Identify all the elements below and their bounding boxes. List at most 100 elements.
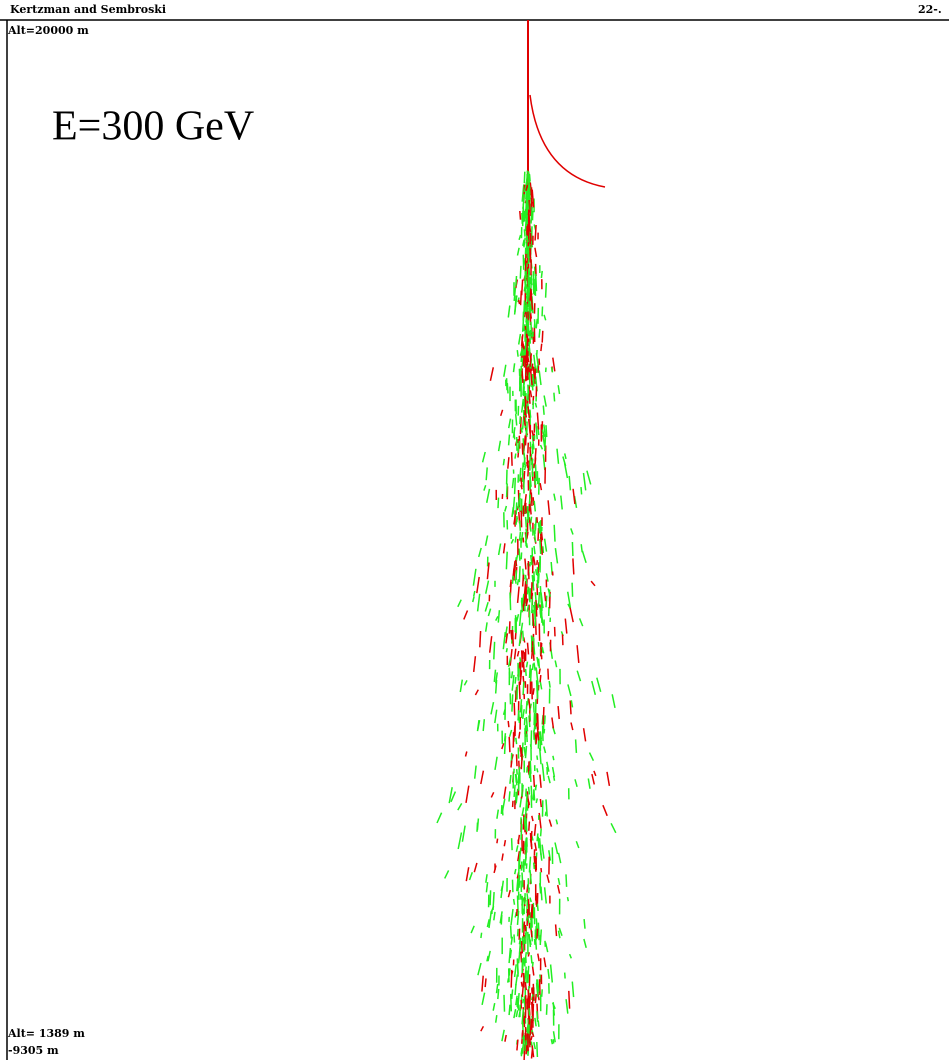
track bbox=[517, 333, 522, 345]
track bbox=[535, 318, 538, 329]
track bbox=[521, 872, 524, 888]
track bbox=[519, 657, 522, 663]
track bbox=[515, 275, 518, 287]
track bbox=[524, 558, 527, 570]
track bbox=[521, 630, 525, 641]
track bbox=[532, 688, 535, 695]
track bbox=[505, 633, 509, 644]
track bbox=[493, 669, 497, 682]
track bbox=[515, 517, 519, 526]
track bbox=[502, 458, 506, 466]
track bbox=[513, 513, 517, 525]
track bbox=[520, 600, 524, 613]
track bbox=[518, 609, 522, 627]
track bbox=[527, 965, 530, 983]
track bbox=[479, 630, 482, 648]
track bbox=[571, 981, 575, 998]
track bbox=[557, 385, 561, 395]
track bbox=[524, 982, 528, 991]
track bbox=[497, 497, 500, 509]
track bbox=[539, 828, 542, 837]
track bbox=[568, 953, 572, 959]
track bbox=[524, 516, 528, 528]
top-altitude: Alt=20000 m bbox=[7, 24, 89, 37]
track bbox=[497, 610, 501, 623]
track bbox=[538, 747, 542, 765]
track bbox=[510, 760, 513, 768]
track bbox=[520, 940, 524, 954]
track bbox=[522, 379, 525, 396]
track bbox=[503, 786, 507, 799]
track bbox=[525, 701, 528, 714]
track bbox=[508, 947, 512, 964]
track bbox=[518, 881, 521, 888]
track bbox=[550, 1039, 554, 1045]
track bbox=[530, 646, 534, 659]
track bbox=[539, 482, 543, 491]
track bbox=[514, 453, 517, 459]
track bbox=[537, 527, 540, 541]
track bbox=[533, 354, 537, 370]
track bbox=[457, 803, 463, 811]
track bbox=[519, 265, 522, 279]
track bbox=[522, 194, 526, 209]
track bbox=[516, 895, 519, 913]
track bbox=[524, 924, 527, 932]
track bbox=[490, 791, 495, 798]
track bbox=[521, 443, 524, 455]
track bbox=[553, 392, 556, 402]
track bbox=[540, 270, 543, 279]
track bbox=[473, 765, 477, 779]
track bbox=[448, 787, 453, 804]
track bbox=[539, 731, 543, 740]
track bbox=[538, 370, 542, 386]
track bbox=[500, 805, 503, 814]
track bbox=[540, 886, 543, 901]
track bbox=[524, 399, 527, 416]
track bbox=[535, 365, 539, 374]
track bbox=[560, 495, 563, 510]
track bbox=[484, 580, 490, 594]
track bbox=[563, 462, 569, 479]
track bbox=[543, 887, 548, 904]
track bbox=[543, 746, 547, 754]
track bbox=[566, 896, 570, 902]
track bbox=[508, 667, 511, 678]
track bbox=[481, 451, 486, 463]
track bbox=[527, 899, 530, 916]
track bbox=[513, 287, 517, 301]
particle-tracks bbox=[436, 20, 617, 1060]
track bbox=[523, 311, 527, 318]
track bbox=[552, 1002, 556, 1016]
track bbox=[527, 798, 531, 806]
track bbox=[522, 939, 525, 952]
track bbox=[519, 210, 522, 220]
track bbox=[521, 650, 525, 660]
track bbox=[536, 1011, 539, 1022]
track bbox=[513, 477, 517, 495]
track bbox=[484, 601, 489, 612]
track bbox=[530, 321, 533, 334]
track bbox=[521, 184, 525, 202]
track bbox=[495, 983, 499, 994]
track bbox=[525, 208, 529, 218]
track bbox=[542, 546, 545, 554]
track bbox=[557, 852, 562, 864]
track bbox=[515, 1010, 519, 1018]
track bbox=[583, 919, 586, 929]
track bbox=[507, 434, 511, 446]
track bbox=[542, 405, 545, 415]
track bbox=[545, 595, 548, 608]
track bbox=[486, 955, 489, 962]
track bbox=[529, 523, 532, 532]
track bbox=[547, 775, 551, 784]
track bbox=[575, 840, 580, 849]
track bbox=[539, 444, 544, 450]
track bbox=[537, 477, 540, 495]
track bbox=[553, 493, 557, 501]
track bbox=[459, 679, 464, 693]
track bbox=[524, 841, 528, 860]
track bbox=[583, 938, 587, 948]
track bbox=[528, 409, 532, 418]
track bbox=[540, 532, 544, 541]
